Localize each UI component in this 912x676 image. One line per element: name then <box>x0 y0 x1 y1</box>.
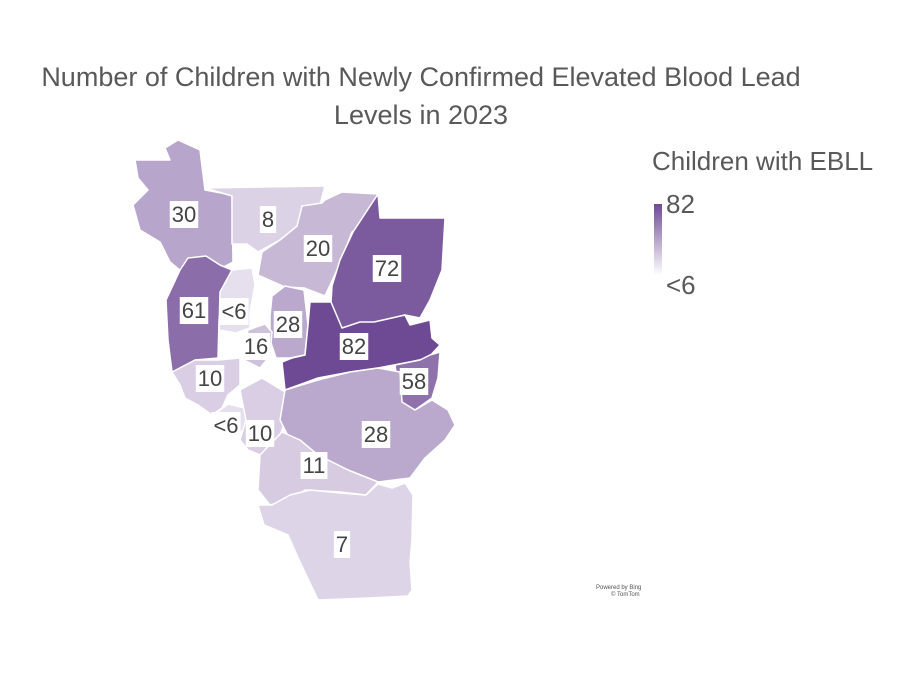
region-label-central-west: 28 <box>276 312 300 337</box>
region-label-nw: 30 <box>172 202 196 227</box>
region-label-bg-north-mid <box>303 235 333 262</box>
title-line-1: Number of Children with Newly Confirmed … <box>41 62 801 92</box>
region-label-south: 7 <box>336 532 348 557</box>
region-label-bg-south-east <box>361 421 391 448</box>
region-label-ne: 72 <box>375 256 399 281</box>
region-label-south-central: 11 <box>303 453 326 478</box>
region-label-bg-west-strip <box>219 298 249 325</box>
chart-title: Number of Children with Newly Confirmed … <box>20 58 822 134</box>
legend-color-bar <box>654 204 662 274</box>
region-label-east: 58 <box>402 369 426 394</box>
region-label-bg-nw <box>169 201 199 228</box>
region-label-west-strip: <6 <box>221 299 246 324</box>
region-label-n-central: 8 <box>262 207 274 232</box>
region-label-bg-n-central <box>259 206 277 233</box>
region-label-bg-west <box>179 297 209 324</box>
region-label-bg-central <box>339 333 369 360</box>
region-label-west: 61 <box>182 298 206 323</box>
title-line-2: Levels in 2023 <box>333 100 509 130</box>
region-label-central-south: 16 <box>244 334 268 359</box>
region-label-south-west: 10 <box>248 421 272 446</box>
region-label-bg-central-west <box>273 311 303 338</box>
region-label-bg-sw <box>195 365 225 392</box>
region-label-bg-sw-small <box>211 412 241 439</box>
region-label-sw: 10 <box>198 366 222 391</box>
legend-max-label: 82 <box>666 189 695 219</box>
region-label-central: 82 <box>342 334 366 359</box>
region-label-south-east: 28 <box>364 422 388 447</box>
region-label-sw-small: <6 <box>213 413 238 438</box>
region-label-bg-south-central <box>300 452 328 479</box>
region-label-bg-east <box>399 368 429 395</box>
region-label-bg-south-west <box>245 420 275 447</box>
region-label-bg-central-south <box>241 333 271 360</box>
region-label-bg-ne <box>372 255 402 282</box>
powered-by-credit: Powered by Bing <box>596 585 642 591</box>
legend-min-label: <6 <box>666 270 696 300</box>
region-label-north-mid: 20 <box>306 236 330 261</box>
copyright-credit: © TomTom <box>611 592 640 598</box>
legend-title: Children with EBLL <box>652 146 874 176</box>
region-label-bg-south <box>333 531 351 558</box>
